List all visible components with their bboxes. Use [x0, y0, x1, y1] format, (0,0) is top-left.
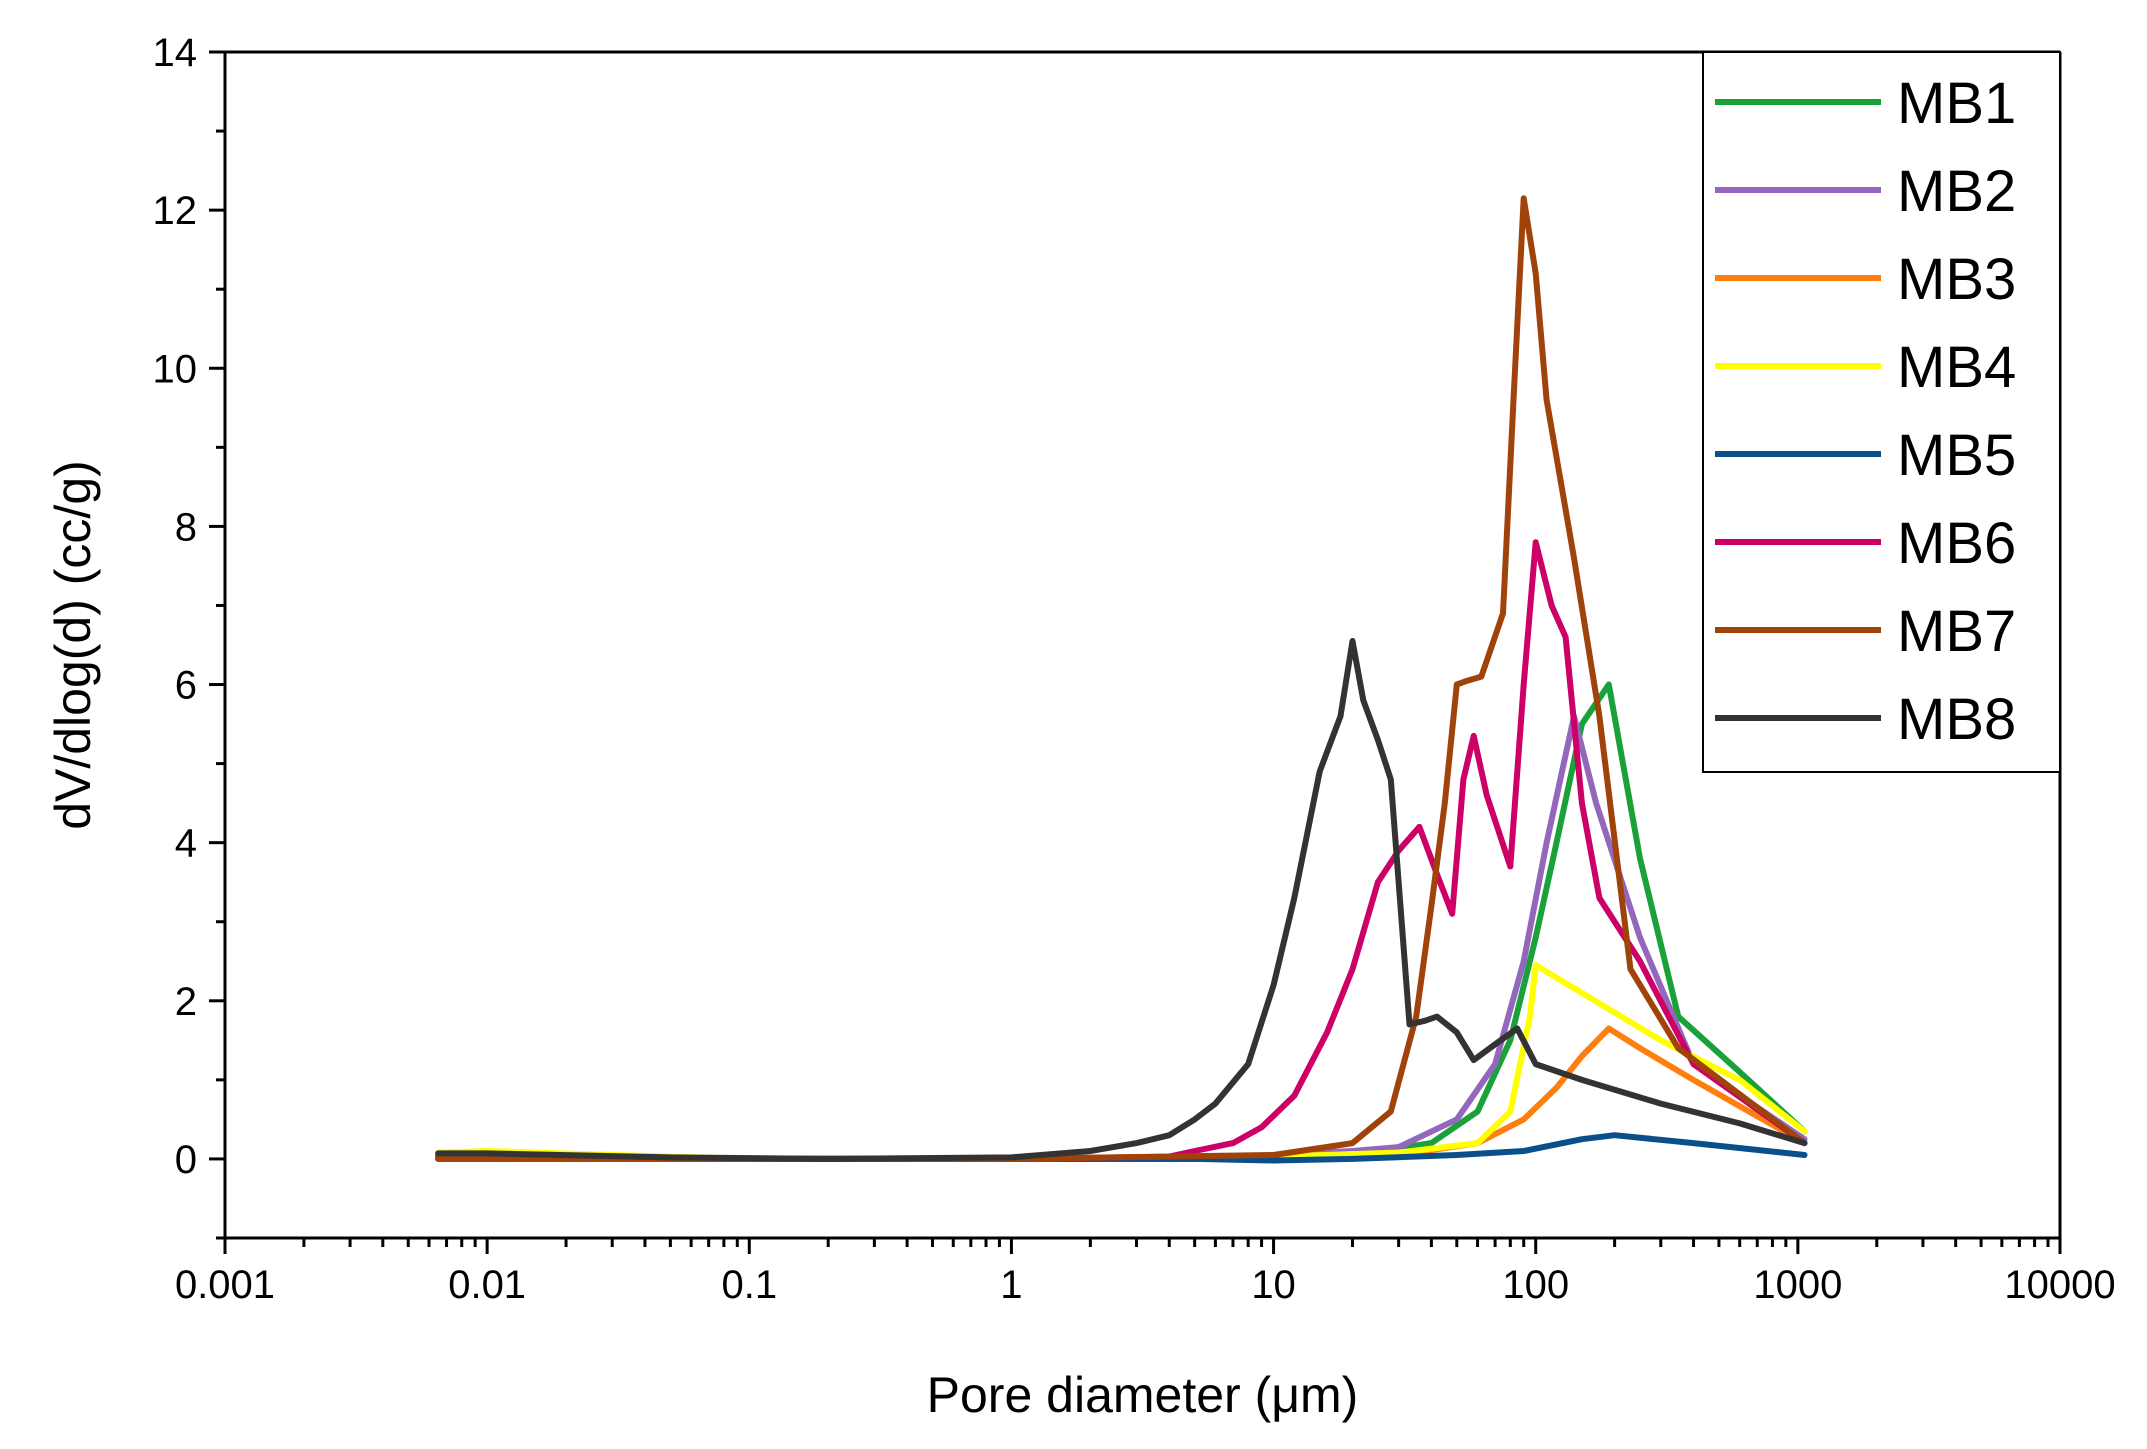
x-tick-label: 0.01 [448, 1263, 526, 1307]
legend-label-mb7: MB7 [1897, 599, 2016, 664]
y-axis-ticks: 0 2 4 6 8 10 12 14 [153, 31, 225, 1240]
y-tick-label: 14 [153, 31, 198, 75]
legend-label-mb4: MB4 [1897, 335, 2016, 400]
y-tick-label: 2 [175, 980, 197, 1024]
x-tick-label: 0.001 [175, 1263, 275, 1307]
x-tick-label: 1 [1000, 1263, 1022, 1307]
series-line-mb4 [435, 962, 1808, 1162]
x-tick-label: 10 [1251, 1263, 1296, 1307]
plot-area: 0.001 0.01 0.1 1 10 100 1000 10000 0 2 4 6 8 10 12 14 [153, 31, 2116, 1307]
legend-label-mb2: MB2 [1897, 159, 2016, 224]
legend-label-mb8: MB8 [1897, 687, 2016, 752]
series-line-mb6 [435, 539, 1808, 1162]
legend-label-mb1: MB1 [1897, 71, 2016, 136]
x-tick-label: 100 [1502, 1263, 1569, 1307]
legend-items: MB1 MB2 MB3 MB4 MB5 MB6 MB7 MB8 [1715, 71, 2016, 752]
y-tick-label: 6 [175, 664, 197, 708]
x-tick-label: 1000 [1753, 1263, 1842, 1307]
x-tick-label: 0.1 [721, 1263, 777, 1307]
x-axis-ticks: 0.001 0.01 0.1 1 10 100 1000 10000 [175, 1238, 2116, 1307]
series-line-mb8 [435, 638, 1808, 1162]
legend-label-mb5: MB5 [1897, 423, 2016, 488]
y-tick-label: 8 [175, 505, 197, 549]
y-tick-label: 0 [175, 1138, 197, 1182]
legend: MB1 MB2 MB3 MB4 MB5 MB6 MB7 MB8 [1702, 51, 2061, 773]
series-line-mb2 [435, 713, 1808, 1162]
series-line-mb7 [435, 195, 1808, 1162]
y-axis-title: dV/dlog(d) (cc/g) [45, 460, 101, 830]
series-lines [435, 195, 1808, 1164]
x-axis-title: Pore diameter (μm) [927, 1367, 1359, 1423]
legend-box [1702, 51, 2061, 773]
y-tick-label: 12 [153, 189, 198, 233]
x-tick-label: 10000 [2004, 1263, 2115, 1307]
y-tick-label: 4 [175, 822, 197, 866]
y-tick-label: 10 [153, 347, 198, 391]
legend-label-mb3: MB3 [1897, 247, 2016, 312]
legend-label-mb6: MB6 [1897, 511, 2016, 576]
